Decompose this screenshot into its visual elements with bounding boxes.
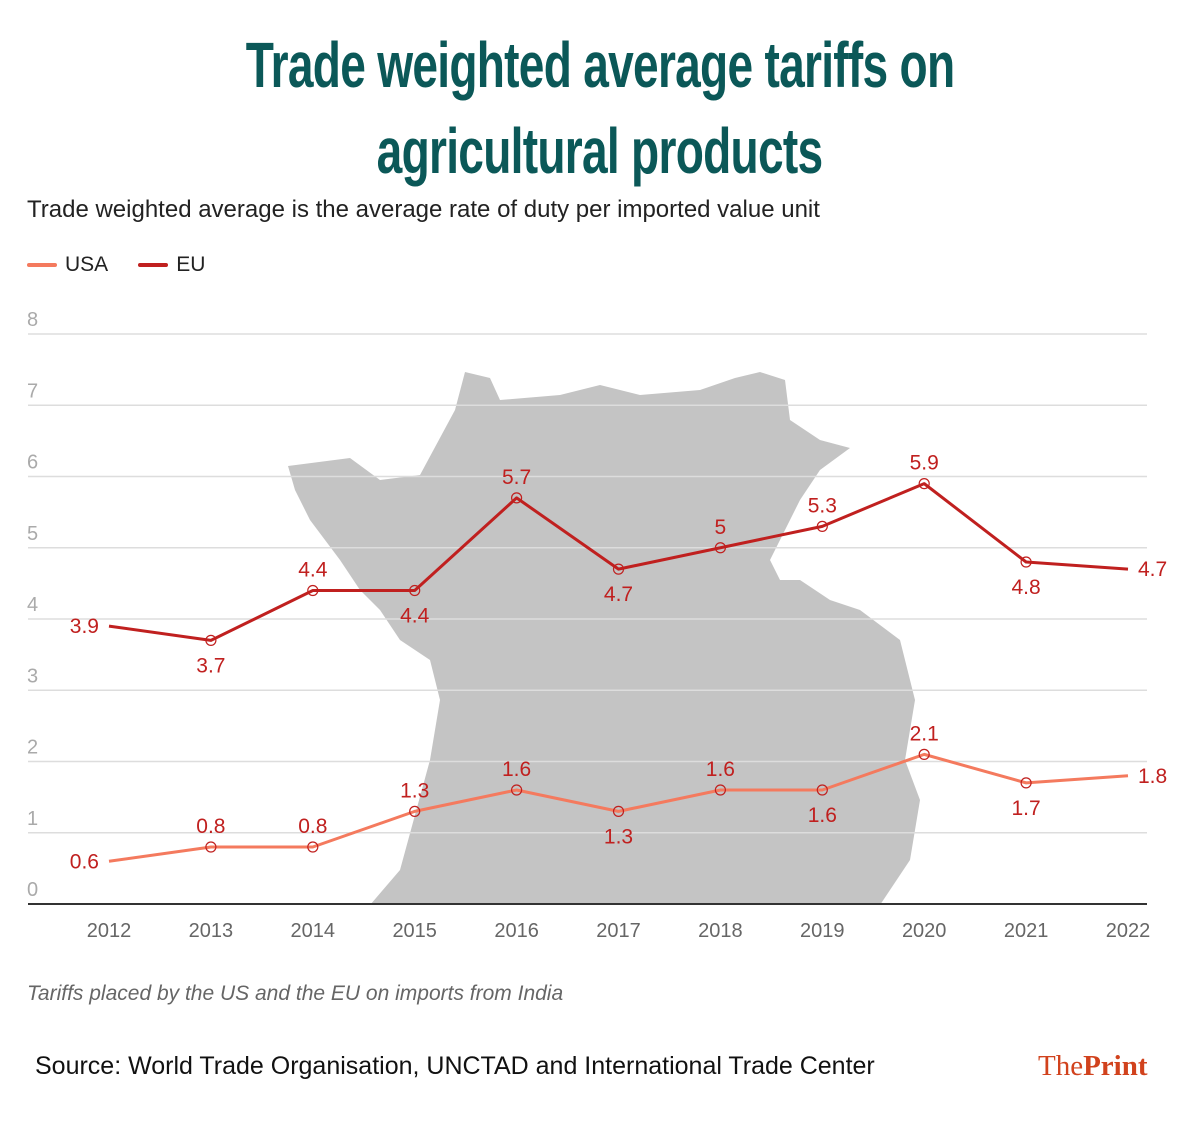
legend-label-usa: USA (65, 253, 109, 276)
theprint-logo: ThePrint (1038, 1050, 1148, 1082)
data-point (816, 784, 828, 796)
legend: USA EU (27, 253, 205, 277)
legend-swatch-eu (138, 263, 169, 267)
data-label: 5.9 (910, 452, 939, 475)
data-label: 0.6 (70, 850, 99, 873)
data-label: 1.3 (604, 825, 633, 848)
data-label: 0.8 (196, 815, 225, 838)
y-tick-label: 6 (27, 452, 38, 474)
legend-label-eu: EU (176, 253, 206, 276)
chart-subtitle: Trade weighted average is the average ra… (27, 196, 820, 223)
data-point (307, 841, 319, 853)
data-label: 5.3 (808, 494, 837, 517)
data-label: 1.6 (808, 804, 837, 827)
x-tick-label: 2015 (392, 920, 437, 942)
title-line-1: Trade weighted average tariffs on (245, 29, 955, 101)
x-tick-label: 2019 (800, 920, 845, 942)
data-point (918, 478, 930, 490)
x-tick-label: 2022 (1106, 920, 1151, 942)
y-tick-label: 4 (27, 594, 38, 616)
x-tick-label: 2017 (596, 920, 641, 942)
data-label: 3.7 (196, 654, 225, 677)
data-label: 4.4 (400, 605, 430, 628)
series-line-eu (108, 482, 1129, 642)
data-point (510, 492, 523, 504)
data-point (612, 805, 625, 817)
data-label: 4.8 (1011, 576, 1040, 599)
background-silhouette (288, 372, 920, 905)
data-point (409, 584, 421, 597)
data-point (307, 584, 319, 597)
data-label: 2.1 (910, 722, 939, 745)
x-tick-label: 2012 (87, 920, 132, 942)
data-label: 5 (715, 516, 727, 539)
title-line-2: agricultural products (377, 115, 823, 187)
data-label: 3.9 (70, 615, 99, 638)
data-label: 4.7 (1138, 558, 1167, 581)
x-tick-label: 2013 (189, 920, 234, 942)
x-tick-label: 2020 (902, 920, 947, 942)
data-point (205, 634, 217, 646)
data-point (918, 748, 930, 760)
y-tick-label: 3 (27, 665, 38, 687)
y-tick-label: 1 (27, 808, 38, 830)
chart-title: Trade weighted average tariffs on agricu… (0, 22, 1200, 194)
y-tick-label: 0 (27, 879, 38, 901)
x-tick-label: 2018 (698, 920, 743, 942)
x-tick-label: 2016 (494, 920, 539, 942)
data-point (510, 784, 523, 796)
y-tick-label: 2 (27, 737, 38, 759)
data-label: 1.3 (400, 779, 429, 802)
data-point (1020, 556, 1032, 568)
data-label: 1.6 (706, 758, 735, 781)
data-point (612, 563, 625, 575)
x-tick-label: 2021 (1004, 920, 1049, 942)
data-label: 1.7 (1011, 797, 1040, 820)
data-point (1020, 777, 1032, 789)
y-tick-label: 8 (27, 309, 38, 331)
data-point (714, 784, 727, 796)
y-tick-label: 7 (27, 380, 38, 402)
data-label: 5.7 (502, 466, 531, 489)
source-text: Source: World Trade Organisation, UNCTAD… (35, 1052, 875, 1080)
data-label: 1.8 (1138, 765, 1167, 788)
data-label: 4.7 (604, 583, 633, 606)
series-line-usa (108, 752, 1129, 863)
legend-swatch-usa (27, 263, 57, 267)
x-tick-label: 2014 (291, 920, 336, 942)
data-point (816, 520, 828, 532)
data-label: 4.4 (298, 559, 328, 582)
data-point (205, 841, 217, 853)
data-point (409, 805, 421, 817)
data-label: 1.6 (502, 758, 531, 781)
y-tick-label: 5 (27, 523, 38, 545)
data-point (714, 542, 727, 554)
data-label: 0.8 (298, 815, 327, 838)
chart-note: Tariffs placed by the US and the EU on i… (27, 982, 564, 1005)
